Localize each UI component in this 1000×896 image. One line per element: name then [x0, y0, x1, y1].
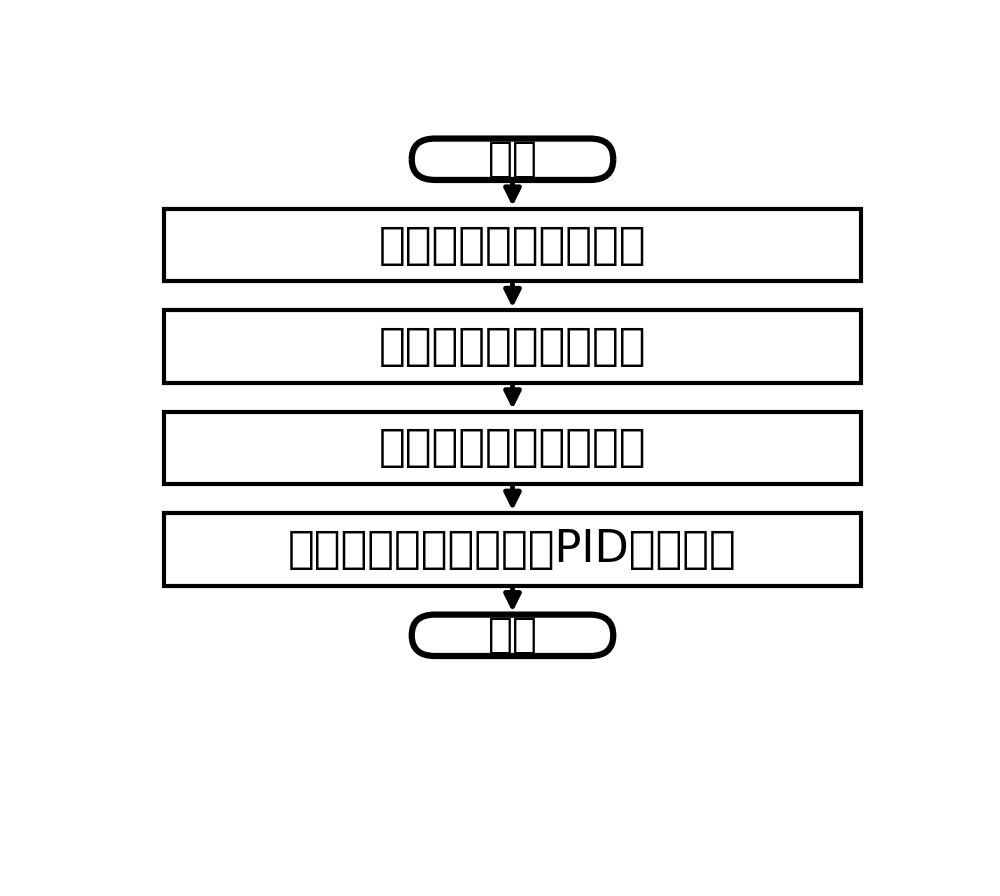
Text: 自动调节最优空燃配比: 自动调节最优空燃配比 [379, 325, 646, 368]
Text: 智能反馈控制空燃配比: 智能反馈控制空燃配比 [379, 426, 646, 470]
FancyBboxPatch shape [412, 615, 613, 656]
Text: 结束: 结束 [488, 615, 538, 656]
Text: 智能调整加热炉的温度PID控制参数: 智能调整加热炉的温度PID控制参数 [288, 528, 737, 571]
FancyBboxPatch shape [412, 139, 613, 180]
Text: 智能确定最优空燃配比: 智能确定最优空燃配比 [379, 224, 646, 267]
Text: 开始: 开始 [488, 138, 538, 180]
Bar [164, 513, 861, 586]
Bar [164, 412, 861, 484]
Bar [164, 310, 861, 383]
Bar [164, 209, 861, 281]
